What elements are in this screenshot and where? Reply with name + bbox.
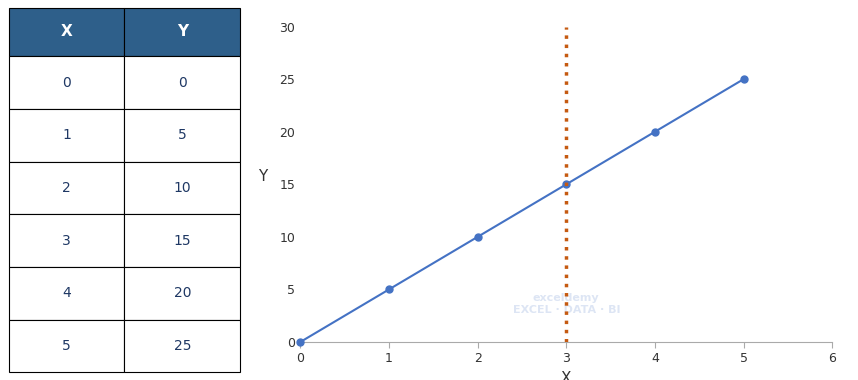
Y-axis label: Y: Y	[258, 169, 268, 184]
Text: X: X	[61, 24, 72, 40]
FancyBboxPatch shape	[9, 267, 124, 320]
Text: 5: 5	[178, 128, 187, 142]
FancyBboxPatch shape	[9, 109, 124, 162]
Text: 25: 25	[173, 339, 191, 353]
FancyBboxPatch shape	[9, 8, 124, 56]
Text: 2: 2	[62, 181, 71, 195]
Text: 0: 0	[178, 76, 187, 90]
FancyBboxPatch shape	[124, 267, 240, 320]
Text: 20: 20	[173, 287, 191, 300]
FancyBboxPatch shape	[124, 162, 240, 214]
FancyBboxPatch shape	[124, 320, 240, 372]
Text: 1: 1	[62, 128, 71, 142]
FancyBboxPatch shape	[124, 214, 240, 267]
FancyBboxPatch shape	[9, 214, 124, 267]
X-axis label: X: X	[561, 371, 571, 380]
Text: exceldemy
EXCEL · DATA · BI: exceldemy EXCEL · DATA · BI	[512, 293, 620, 315]
Text: 3: 3	[62, 234, 71, 248]
Text: 5: 5	[62, 339, 71, 353]
Text: 0: 0	[62, 76, 71, 90]
FancyBboxPatch shape	[9, 320, 124, 372]
FancyBboxPatch shape	[9, 56, 124, 109]
FancyBboxPatch shape	[124, 8, 240, 56]
Text: 10: 10	[173, 181, 191, 195]
Text: 4: 4	[62, 287, 71, 300]
Text: Y: Y	[177, 24, 188, 40]
FancyBboxPatch shape	[124, 56, 240, 109]
Text: 15: 15	[173, 234, 191, 248]
FancyBboxPatch shape	[9, 162, 124, 214]
FancyBboxPatch shape	[124, 109, 240, 162]
